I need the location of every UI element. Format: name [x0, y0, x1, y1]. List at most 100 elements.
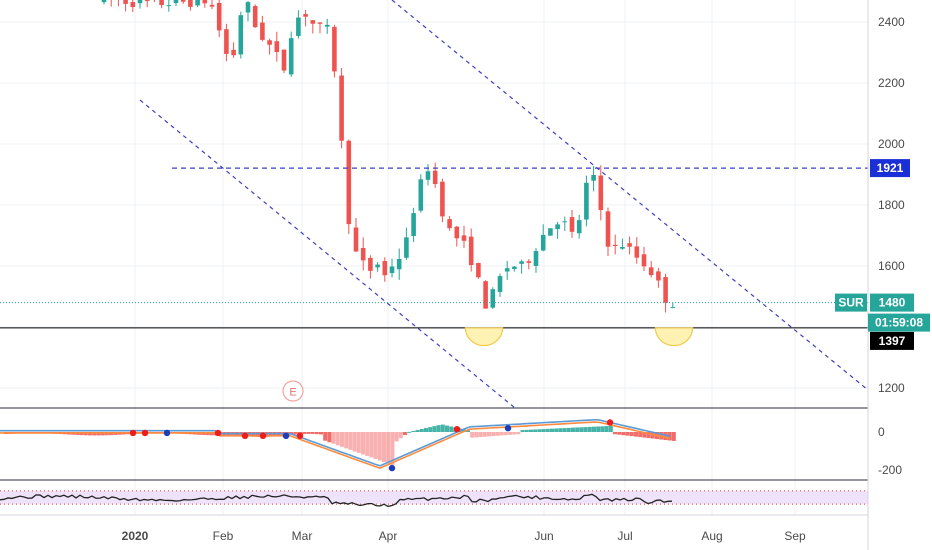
macd-bar-151	[638, 432, 643, 438]
candle-body-57	[512, 266, 517, 270]
price-tick-label-6: 2400	[878, 15, 905, 29]
macd-bar-80	[340, 432, 344, 447]
tag-countdown-bg	[868, 313, 930, 332]
candle-body-10	[173, 0, 179, 4]
candle-body-77	[656, 271, 661, 281]
earnings-marker	[282, 380, 304, 402]
macd-bar-97	[411, 430, 416, 432]
macd-bar-92	[390, 432, 395, 466]
macd-bar-103	[436, 425, 441, 432]
macd-bar-129	[545, 428, 550, 432]
double-bottom-marker-0	[464, 327, 504, 347]
macd-pane[interactable]	[0, 418, 676, 472]
candle-body-22	[260, 22, 265, 40]
macd-bar-147	[621, 432, 626, 436]
macd-bar-86	[365, 432, 370, 456]
macd-bar-159	[671, 432, 676, 441]
macd-bar-149	[629, 432, 634, 437]
tag-symbol-bg	[835, 293, 867, 312]
candle-body-30	[317, 22, 323, 24]
macd-bar-111	[470, 432, 475, 438]
macd-bar-99	[419, 429, 424, 432]
macd-bar-127	[537, 429, 542, 432]
candle-body-68	[591, 174, 596, 181]
candle-body-51	[468, 236, 474, 266]
macd-bar-60	[256, 432, 260, 437]
candle-body-48	[447, 219, 452, 229]
candle-body-66	[576, 220, 582, 234]
candle-body-29	[310, 20, 316, 24]
macd-bar-69	[293, 432, 298, 435]
macd-bar-144	[608, 425, 613, 432]
candle-body-34	[346, 140, 352, 225]
macd-bar-110	[466, 430, 470, 432]
time-tick-label-6: Aug	[701, 529, 722, 543]
macd-bar-128	[541, 429, 546, 432]
candle-body-32	[332, 26, 337, 72]
candle-body-25	[281, 49, 287, 71]
candle-body-19	[238, 15, 244, 55]
candle-body-36	[360, 248, 366, 261]
macd-bar-96	[407, 431, 412, 433]
tag-symbol-label: SUR	[838, 296, 864, 310]
macd-bar-88	[373, 432, 378, 459]
price-pane[interactable]: E	[0, 0, 869, 409]
tag-last-price-bg	[870, 293, 914, 312]
macd-cross-dot-10	[504, 425, 512, 432]
candle-body-39	[382, 261, 388, 276]
price-tick-label-4: 2000	[878, 137, 905, 151]
macd-bar-98	[415, 429, 420, 432]
macd-bar-89	[377, 432, 382, 461]
macd-bar-90	[382, 432, 386, 462]
macd-cross-dot-7	[296, 432, 304, 439]
candle-body-50	[461, 235, 467, 241]
tag-1397-bg	[870, 331, 914, 350]
macd-bar-87	[369, 432, 374, 458]
macd-bar-93	[394, 432, 399, 442]
candle-body-63	[555, 224, 560, 230]
macd-bar-78	[331, 432, 336, 444]
macd-cross-dot-6	[282, 432, 290, 439]
candle-body-17	[224, 29, 229, 54]
macd-bar-73	[310, 432, 315, 434]
macd-bar-138	[583, 427, 588, 432]
channel-upper-line	[391, 0, 869, 391]
macd-bar-95	[403, 432, 407, 436]
macd-bar-148	[625, 432, 630, 436]
macd-bar-82	[348, 432, 353, 450]
time-tick-label-1: Feb	[213, 529, 234, 543]
macd-bar-113	[478, 432, 483, 438]
macd-bar-114	[482, 432, 487, 437]
candle-body-5	[137, 0, 143, 4]
double-bottom-marker-1	[654, 327, 694, 347]
macd-bar-81	[344, 432, 349, 449]
signal-line	[0, 418, 671, 467]
macd-bar-134	[566, 427, 571, 432]
candle-body-41	[396, 259, 402, 270]
candle-body-49	[454, 226, 460, 239]
macd-bar-157	[663, 432, 668, 440]
macd-bar-76	[323, 432, 328, 441]
candle-body-61	[540, 234, 546, 251]
macd-cross-dot-3	[214, 429, 222, 437]
candle-body-37	[368, 257, 373, 271]
macd-bar-75	[319, 432, 323, 435]
macd-bar-105	[445, 425, 449, 432]
earnings-marker-label: E	[289, 387, 296, 399]
time-tick-label-2: Mar	[292, 529, 313, 543]
candle-body-65	[569, 217, 575, 232]
candle-body-35	[353, 227, 359, 252]
macd-bar-94	[398, 432, 403, 439]
macd-bar-132	[558, 428, 563, 432]
candle-body-26	[288, 38, 294, 75]
macd-bar-141	[596, 426, 601, 432]
candle-body-56	[504, 268, 510, 272]
macd-bar-63	[268, 432, 273, 437]
rsi-pane[interactable]	[0, 490, 868, 508]
macd-bar-120	[508, 432, 512, 435]
macd-bar-131	[554, 428, 559, 432]
macd-bar-100	[424, 428, 428, 432]
macd-bar-74	[314, 432, 319, 435]
time-tick-label-5: Jul	[617, 529, 632, 543]
